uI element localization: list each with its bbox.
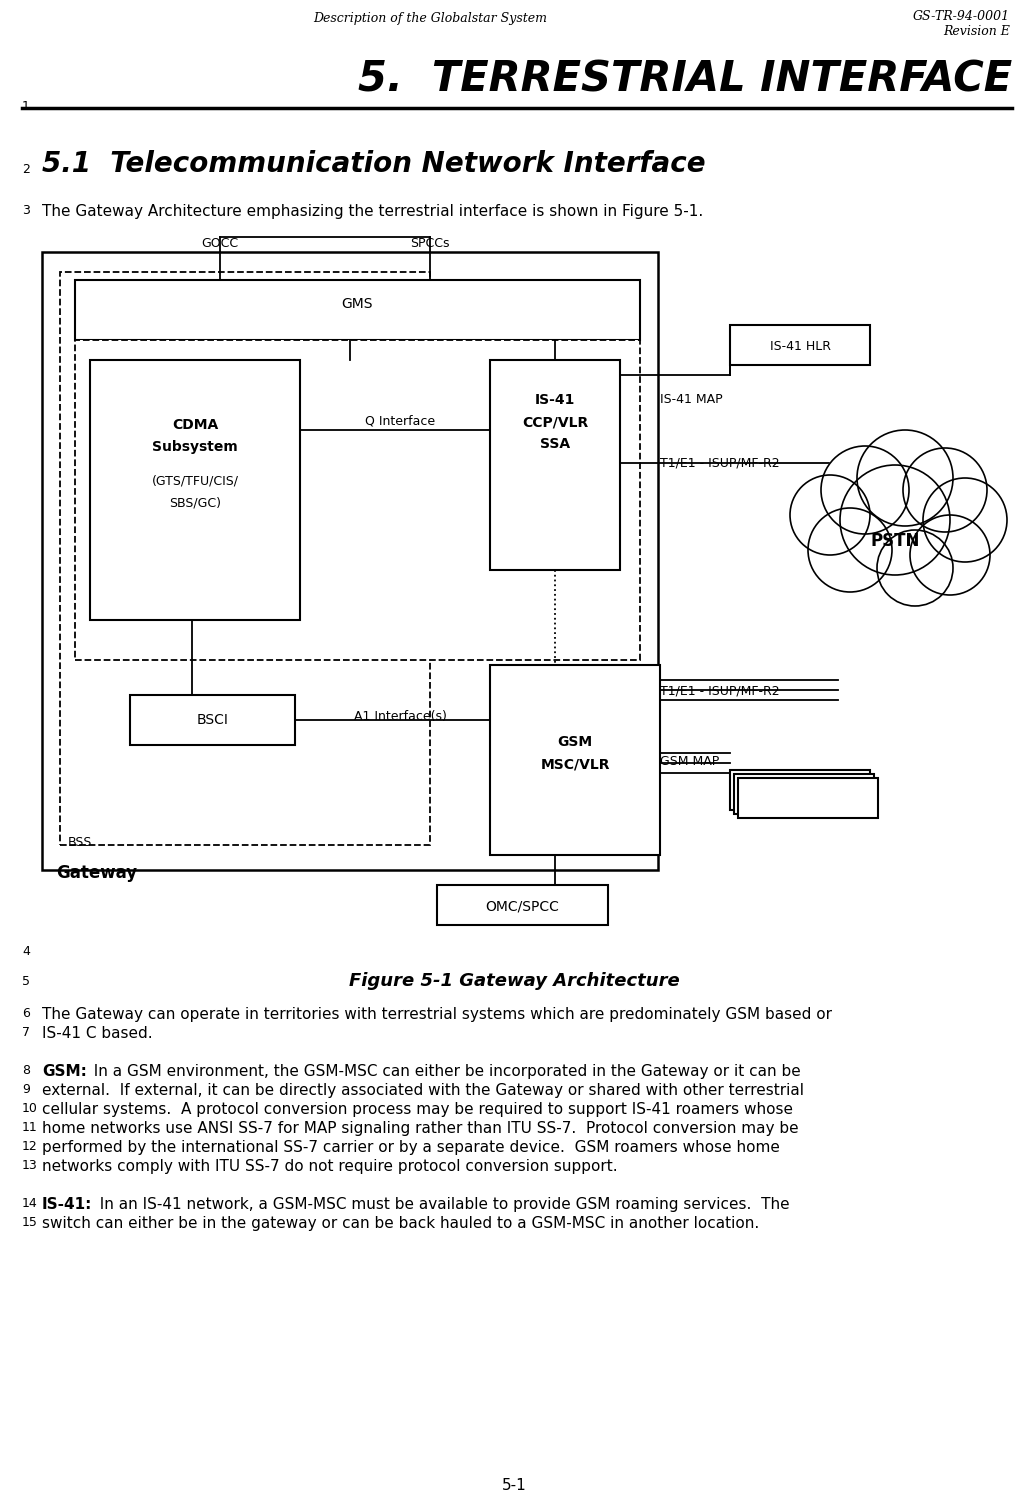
Text: T1/E1 - ISUP/MF-R2: T1/E1 - ISUP/MF-R2 xyxy=(660,685,779,698)
Bar xyxy=(75,280,640,340)
Text: The Gateway Architecture emphasizing the terrestrial interface is shown in Figur: The Gateway Architecture emphasizing the… xyxy=(42,204,703,219)
Circle shape xyxy=(903,448,987,533)
Text: CDMA: CDMA xyxy=(172,418,218,433)
Text: Figure 5-1 Gateway Architecture: Figure 5-1 Gateway Architecture xyxy=(348,971,680,991)
Text: GOCC: GOCC xyxy=(201,237,238,251)
Bar xyxy=(437,885,608,925)
Bar xyxy=(490,665,660,855)
Text: PSTN: PSTN xyxy=(871,533,920,551)
Text: 11: 11 xyxy=(22,1120,38,1134)
Text: 6: 6 xyxy=(22,1007,30,1021)
Text: BSS: BSS xyxy=(68,836,93,849)
Text: Revision E: Revision E xyxy=(943,25,1009,37)
Text: BSCI: BSCI xyxy=(196,713,228,727)
Text: IS-41 MAP: IS-41 MAP xyxy=(660,392,723,406)
Text: 2: 2 xyxy=(22,163,30,176)
Text: T1/E1 - ISUP/MF-R2: T1/E1 - ISUP/MF-R2 xyxy=(660,457,779,468)
Text: 7: 7 xyxy=(22,1026,30,1038)
Text: 14: 14 xyxy=(22,1197,38,1210)
Text: A1 Interface(s): A1 Interface(s) xyxy=(354,710,446,724)
Text: GS-TR-94-0001: GS-TR-94-0001 xyxy=(913,10,1009,22)
Text: home networks use ANSI SS-7 for MAP signaling rather than ITU SS-7.  Protocol co: home networks use ANSI SS-7 for MAP sign… xyxy=(42,1120,799,1135)
Text: 3: 3 xyxy=(22,204,30,216)
Text: 4: 4 xyxy=(22,944,30,958)
Bar xyxy=(734,774,874,815)
Text: MSC/VLR: MSC/VLR xyxy=(541,756,610,771)
Text: GSM  HLR: GSM HLR xyxy=(773,786,835,800)
Text: 15: 15 xyxy=(22,1216,38,1229)
Text: Subsystem: Subsystem xyxy=(152,440,237,454)
Text: 9: 9 xyxy=(22,1083,30,1097)
Text: SBS/GC): SBS/GC) xyxy=(169,497,221,510)
Text: 12: 12 xyxy=(22,1140,38,1153)
Text: 8: 8 xyxy=(22,1064,30,1077)
Text: performed by the international SS-7 carrier or by a separate device.  GSM roamer: performed by the international SS-7 carr… xyxy=(42,1140,780,1155)
Text: (GTS/TFU/CIS/: (GTS/TFU/CIS/ xyxy=(151,474,238,488)
Text: IS-41 C based.: IS-41 C based. xyxy=(42,1026,152,1041)
Text: 5-1: 5-1 xyxy=(502,1479,526,1492)
Text: IS-41:: IS-41: xyxy=(42,1197,93,1212)
Text: cellular systems.  A protocol conversion process may be required to support IS-4: cellular systems. A protocol conversion … xyxy=(42,1103,793,1118)
Bar xyxy=(90,360,300,621)
Text: Gateway: Gateway xyxy=(56,864,137,882)
Text: In a GSM environment, the GSM-MSC can either be incorporated in the Gateway or i: In a GSM environment, the GSM-MSC can ei… xyxy=(84,1064,801,1079)
Text: 5.1  Telecommunication Network Interface: 5.1 Telecommunication Network Interface xyxy=(42,151,705,178)
Bar xyxy=(490,360,620,570)
Text: GSM: GSM xyxy=(557,736,592,749)
Text: external.  If external, it can be directly associated with the Gateway or shared: external. If external, it can be directl… xyxy=(42,1083,804,1098)
Text: 1: 1 xyxy=(22,100,30,113)
Text: Description of the Globalstar System: Description of the Globalstar System xyxy=(313,12,547,25)
Circle shape xyxy=(857,430,953,527)
Bar xyxy=(42,252,658,870)
Text: OMC/SPCC: OMC/SPCC xyxy=(485,900,559,915)
Circle shape xyxy=(877,530,953,606)
Text: networks comply with ITU SS-7 do not require protocol conversion support.: networks comply with ITU SS-7 do not req… xyxy=(42,1159,618,1174)
Text: The Gateway can operate in territories with terrestrial systems which are predom: The Gateway can operate in territories w… xyxy=(42,1007,832,1022)
Text: 10: 10 xyxy=(22,1103,38,1115)
Circle shape xyxy=(808,507,892,592)
Bar xyxy=(130,695,295,745)
Bar xyxy=(60,272,430,844)
Text: SSA: SSA xyxy=(540,437,571,451)
Text: SPCCs: SPCCs xyxy=(410,237,450,251)
Bar xyxy=(75,340,640,659)
Text: 5.  TERRESTRIAL INTERFACE: 5. TERRESTRIAL INTERFACE xyxy=(358,58,1012,100)
Bar xyxy=(730,325,870,366)
Text: In an IS-41 network, a GSM-MSC must be available to provide GSM roaming services: In an IS-41 network, a GSM-MSC must be a… xyxy=(90,1197,790,1212)
Text: CCP/VLR: CCP/VLR xyxy=(522,415,588,430)
Text: Q Interface: Q Interface xyxy=(365,415,435,428)
Circle shape xyxy=(790,474,870,555)
Circle shape xyxy=(910,515,990,595)
Text: IS-41 HLR: IS-41 HLR xyxy=(770,340,831,354)
Text: GSM:: GSM: xyxy=(42,1064,87,1079)
Text: GSM MAP: GSM MAP xyxy=(660,755,720,768)
Text: 13: 13 xyxy=(22,1159,38,1173)
Text: GMS: GMS xyxy=(341,297,373,310)
Text: IS-41: IS-41 xyxy=(535,392,576,407)
Circle shape xyxy=(821,446,909,534)
Text: switch can either be in the gateway or can be back hauled to a GSM-MSC in anothe: switch can either be in the gateway or c… xyxy=(42,1216,760,1231)
Text: 5: 5 xyxy=(22,974,30,988)
Circle shape xyxy=(923,477,1007,562)
Circle shape xyxy=(840,466,950,574)
Bar xyxy=(738,777,878,818)
Bar xyxy=(730,770,870,810)
